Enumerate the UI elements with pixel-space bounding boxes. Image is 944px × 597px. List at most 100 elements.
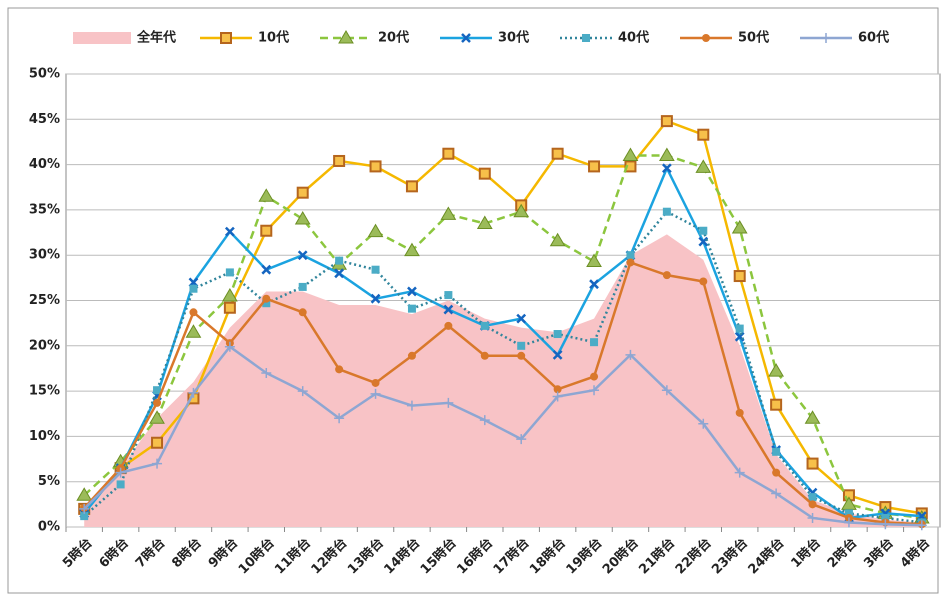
marker <box>369 160 382 173</box>
y-tick-label: 15% <box>29 384 60 399</box>
marker <box>582 34 590 42</box>
marker <box>476 215 493 229</box>
marker <box>262 299 271 308</box>
marker <box>880 519 891 530</box>
marker <box>553 385 562 394</box>
marker <box>772 447 781 456</box>
y-tick-label: 10% <box>29 429 60 444</box>
marker <box>698 418 709 429</box>
marker <box>589 279 599 290</box>
legend-label: 全年代 <box>136 30 176 46</box>
marker <box>298 282 307 291</box>
marker <box>821 33 831 43</box>
line <box>83 210 922 524</box>
marker <box>334 268 345 279</box>
marker <box>220 32 232 44</box>
marker <box>480 351 489 360</box>
marker <box>516 434 527 445</box>
marker <box>552 349 563 360</box>
area <box>84 234 922 527</box>
marker <box>479 415 490 426</box>
marker <box>370 388 381 399</box>
marker <box>770 398 783 411</box>
marker <box>367 223 384 238</box>
marker <box>225 268 234 277</box>
marker <box>807 512 818 523</box>
marker <box>338 30 354 44</box>
marker <box>661 385 672 396</box>
marker <box>586 253 602 268</box>
marker <box>185 324 202 338</box>
marker <box>80 512 89 521</box>
marker <box>298 308 307 317</box>
marker <box>370 293 381 304</box>
marker <box>258 188 275 202</box>
marker <box>478 167 491 180</box>
line <box>83 119 923 515</box>
marker <box>407 351 416 360</box>
marker <box>549 232 566 247</box>
marker <box>699 226 708 235</box>
marker <box>662 207 671 216</box>
marker <box>79 503 90 514</box>
marker <box>407 286 417 297</box>
marker <box>335 256 344 265</box>
y-tick-label: 40% <box>29 157 60 172</box>
marker <box>626 258 635 267</box>
legend-label: 20代 <box>378 30 409 46</box>
marker <box>461 33 471 43</box>
marker <box>188 387 199 398</box>
y-tick-label: 0% <box>38 520 60 535</box>
marker <box>697 128 710 141</box>
marker <box>371 378 380 387</box>
line <box>83 165 922 520</box>
legend-label: 30代 <box>498 30 529 46</box>
legend-label: 50代 <box>738 30 769 46</box>
marker <box>151 436 164 449</box>
marker <box>734 467 745 478</box>
marker <box>517 341 526 350</box>
marker <box>808 500 817 509</box>
marker <box>224 341 235 352</box>
y-tick-label: 25% <box>29 293 60 308</box>
marker <box>768 363 784 377</box>
marker <box>152 458 163 469</box>
marker <box>626 251 635 260</box>
marker <box>189 284 198 293</box>
marker <box>551 147 564 160</box>
marker <box>843 517 854 528</box>
marker <box>444 321 453 330</box>
marker <box>590 372 599 381</box>
legend-label: 60代 <box>858 30 889 46</box>
marker <box>153 386 162 395</box>
marker <box>661 163 672 174</box>
marker <box>189 308 198 317</box>
series <box>80 207 926 527</box>
marker <box>733 270 746 283</box>
marker <box>517 351 526 360</box>
marker <box>516 313 527 324</box>
marker <box>772 468 781 477</box>
marker <box>553 330 562 339</box>
marker <box>735 324 744 333</box>
marker <box>443 397 454 408</box>
y-tick-label: 30% <box>29 248 60 263</box>
marker <box>371 265 380 274</box>
y-tick-label: 5% <box>38 474 60 489</box>
line <box>83 344 922 527</box>
series <box>76 147 930 524</box>
marker <box>625 349 636 360</box>
marker <box>771 488 782 499</box>
marker <box>261 367 272 378</box>
marker <box>698 236 709 247</box>
marker <box>404 242 420 257</box>
marker <box>153 398 162 407</box>
marker <box>443 304 454 315</box>
line <box>83 154 922 520</box>
marker <box>444 291 453 300</box>
marker <box>588 160 601 173</box>
marker <box>297 386 308 397</box>
marker <box>294 210 311 225</box>
marker <box>149 410 165 424</box>
